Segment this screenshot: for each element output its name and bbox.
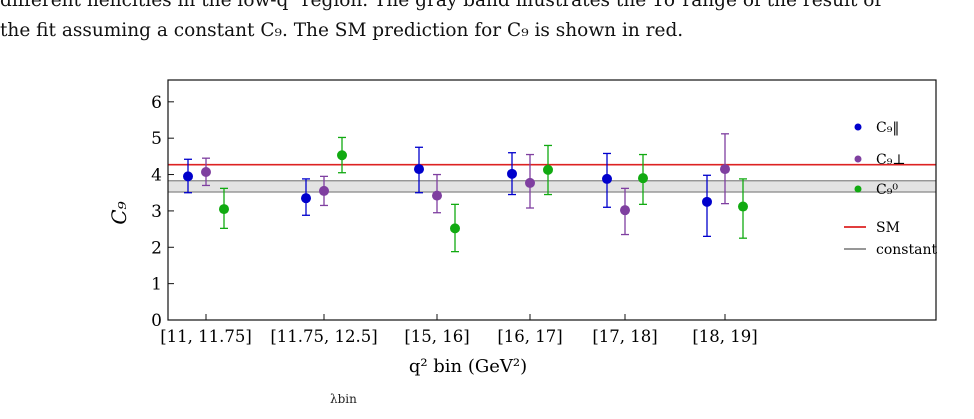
data-point xyxy=(432,190,442,201)
legend-label: C₉⊥ xyxy=(876,152,906,168)
footer-fragment: λbin xyxy=(330,392,357,406)
y-tick-label: 3 xyxy=(151,202,162,222)
y-tick-label: 2 xyxy=(151,238,162,258)
x-tick-label: [11, 11.75] xyxy=(160,327,252,346)
x-tick-label: [15, 16] xyxy=(404,327,469,346)
legend-label: constant xyxy=(876,242,937,258)
legend-marker xyxy=(854,123,862,131)
data-point xyxy=(602,173,612,184)
caption-line-2: the fit assuming a constant C₉. The SM p… xyxy=(0,20,684,41)
legend-marker xyxy=(854,185,862,193)
y-tick-label: 0 xyxy=(151,311,162,331)
legend-label: C₉⁰ xyxy=(876,182,898,198)
caption-line-1: different helicities in the low-q² regio… xyxy=(0,0,882,11)
x-tick-label: [17, 18] xyxy=(592,327,657,346)
y-axis-label: C₉ xyxy=(107,201,131,224)
legend-label: SM xyxy=(876,220,900,236)
y-tick-label: 4 xyxy=(151,166,162,186)
data-point xyxy=(620,205,630,216)
data-point xyxy=(543,164,553,175)
x-tick-label: [16, 17] xyxy=(497,327,562,346)
x-axis-label: q² bin (GeV²) xyxy=(409,356,527,377)
data-point xyxy=(301,193,311,204)
data-point xyxy=(450,223,460,234)
data-point xyxy=(507,168,517,179)
data-point xyxy=(201,167,211,177)
data-point xyxy=(183,171,193,182)
x-tick-label: [11.75, 12.5] xyxy=(270,327,377,346)
data-point xyxy=(219,204,229,215)
data-point xyxy=(638,173,648,184)
data-point xyxy=(702,196,712,207)
x-tick-label: [18, 19] xyxy=(692,327,757,346)
data-point xyxy=(414,164,424,175)
y-tick-label: 5 xyxy=(151,129,162,149)
data-point xyxy=(525,177,535,188)
data-point xyxy=(738,201,748,212)
data-point xyxy=(337,150,347,161)
legend-marker xyxy=(854,155,862,163)
plot-frame xyxy=(167,79,937,321)
legend-label: C₉‖ xyxy=(876,120,899,136)
y-tick-label: 6 xyxy=(151,93,162,113)
constant-band xyxy=(168,180,936,192)
figure-caption: different helicities in the low-q² regio… xyxy=(0,0,974,46)
data-point xyxy=(319,185,329,196)
data-point xyxy=(720,164,730,175)
y-tick-label: 1 xyxy=(151,275,162,295)
